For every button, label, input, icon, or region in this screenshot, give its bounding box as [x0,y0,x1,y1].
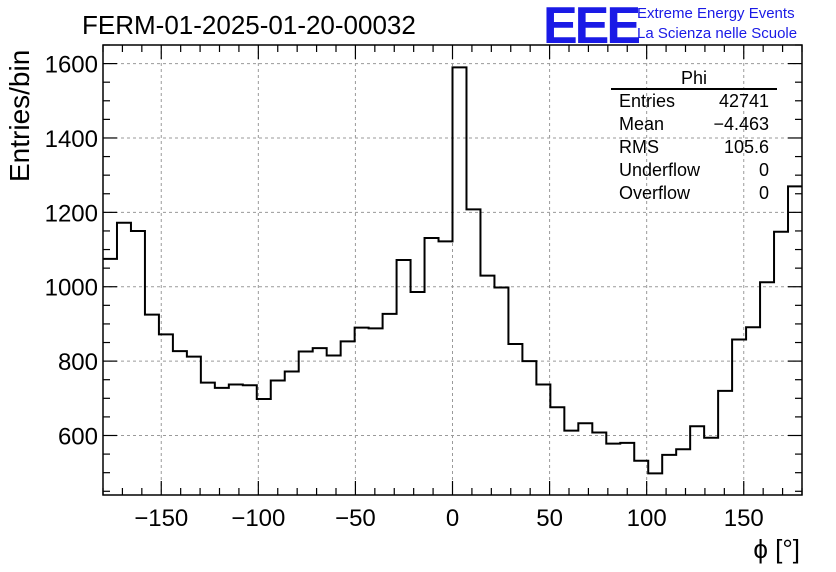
x-tick-label: 150 [724,505,764,532]
histogram-bin [257,399,271,495]
histogram-bin [411,292,425,495]
y-tick-label: 600 [58,423,98,450]
histogram-bin [494,287,508,495]
histogram-outline [103,66,802,475]
y-axis-label: Entries/bin [4,49,35,182]
histogram-bin [760,282,774,495]
x-tick-label: −150 [134,505,188,532]
histogram-bin [397,260,411,495]
stats-row-entries: Entries 42741 [611,90,777,113]
stats-row-mean: Mean −4.463 [611,113,777,136]
stats-box: Phi Entries 42741 Mean −4.463 RMS 105.6 … [611,69,777,205]
histogram-bin [383,314,397,495]
stats-label: Underflow [619,160,701,180]
histogram-bin [466,209,480,495]
stats-value: 105.6 [723,137,769,157]
histogram-bin [173,351,187,495]
histogram-bin [285,372,299,495]
logo-line-2: La Scienza nelle Scuole [637,25,798,42]
x-tick-label: −100 [231,505,285,532]
histogram-bin [327,356,341,495]
x-tick-label: 0 [446,505,459,532]
histogram-bin [243,385,257,495]
histogram-bin [480,276,494,495]
histogram-bin [341,341,355,495]
x-tick-label: −50 [335,505,376,532]
histogram-bin [522,361,536,495]
histogram-bin [355,328,369,495]
histogram-bin [229,385,243,495]
x-tick-label: 100 [627,505,667,532]
stats-row-overflow: Overflow 0 [611,182,777,205]
histogram-bin [718,391,732,495]
histogram-bin [271,380,285,495]
histogram-bin [508,344,522,495]
histogram-bin [606,444,620,495]
axis-ticks [102,44,803,495]
histogram-bin [536,385,550,495]
stats-row-underflow: Underflow 0 [611,159,777,182]
histogram-bin [313,348,327,495]
stats-value: 0 [758,160,769,180]
histogram-bin [439,241,453,495]
histogram-bin [578,423,592,495]
tick-labels: −150 −100 −50 0 50 100 150 600 800 1000 1200 1400 16… [45,52,764,532]
histogram-bin [788,186,802,495]
y-tick-label: 1000 [45,275,98,302]
histogram-bin [299,351,313,495]
histogram-bin [215,388,229,495]
histogram-bin [103,259,117,495]
histogram-bin [662,455,676,495]
y-tick-label: 1200 [45,200,98,227]
grid-lines [103,45,802,495]
y-tick-label: 1600 [45,52,98,79]
histogram-bin [159,334,173,495]
histogram-bin [117,223,131,495]
histogram-bin [676,449,690,495]
histogram-bin [620,443,634,495]
histogram-bin [550,407,564,495]
chart-title: FERM-01-2025-01-20-00032 [82,10,416,40]
stats-label: Entries [619,91,676,111]
stats-label: RMS [619,137,659,157]
stats-value: 0 [758,183,769,203]
y-tick-label: 800 [58,349,98,376]
stats-label: Mean [619,114,665,134]
histogram-bin [145,315,159,495]
histogram-bin [453,67,467,495]
histogram-bin [690,426,704,495]
histogram-bin [774,232,788,495]
histogram-bin [634,461,648,495]
histogram-bin [648,473,662,495]
x-axis-label: ϕ [°] [753,534,800,564]
stats-title: Phi [611,69,777,90]
x-tick-label: 50 [536,505,563,532]
y-tick-label: 1400 [45,126,98,153]
histogram-bin [592,433,606,495]
stats-value: 42741 [718,91,769,111]
logo-caption: Extreme Energy Events La Scienza nelle S… [637,4,797,44]
logo-line-1: Extreme Energy Events [637,5,795,22]
stats-label: Overflow [619,183,691,203]
histogram-bin [732,340,746,495]
histogram-bin [187,357,201,495]
stats-row-rms: RMS 105.6 [611,136,777,159]
histogram-bin [369,328,383,495]
histogram-bin [201,383,215,495]
histogram-bin [564,431,578,495]
histogram-bars [103,66,802,495]
histogram-bin [131,231,145,495]
histogram-bin [425,238,439,495]
histogram-bin [746,327,760,495]
eee-logo: EEE [543,0,641,55]
stats-value: −4.463 [713,114,769,134]
histogram-bin [704,438,718,495]
